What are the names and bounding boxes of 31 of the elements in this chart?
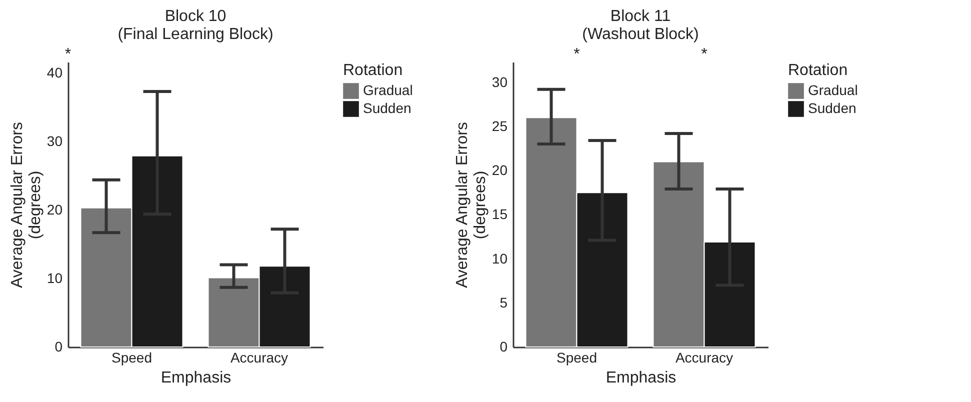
y-tick-label: 0 bbox=[54, 338, 63, 354]
y-tick-label: 15 bbox=[492, 206, 508, 222]
chart-title: Block 10 (Final Learning Block) bbox=[118, 8, 274, 43]
y-tick-label: 5 bbox=[500, 294, 508, 310]
legend-title: Rotation bbox=[343, 62, 403, 79]
chart-title: Block 11 (Washout Block) bbox=[582, 8, 699, 43]
y-axis-title: Average Angular Errors (degrees) bbox=[454, 122, 489, 288]
y-tick-label: 10 bbox=[46, 270, 63, 286]
annotation: * bbox=[64, 46, 72, 63]
legend-label: Gradual bbox=[363, 82, 413, 98]
annotation: * bbox=[701, 46, 708, 63]
annotation: * bbox=[574, 46, 580, 63]
y-tick-label: 10 bbox=[492, 250, 508, 266]
y-tick-label: 20 bbox=[46, 201, 63, 218]
legend-title: Rotation bbox=[788, 62, 848, 79]
x-axis-title: Emphasis bbox=[606, 370, 676, 386]
x-tick-label: Speed bbox=[556, 350, 597, 366]
y-tick-label: 30 bbox=[492, 74, 508, 90]
x-axis-title: Emphasis bbox=[160, 370, 232, 386]
x-tick-label: Accuracy bbox=[675, 350, 734, 366]
x-tick-label: Speed bbox=[112, 350, 152, 366]
x-tick-label: Accuracy bbox=[230, 350, 288, 366]
legend-label: Sudden bbox=[363, 100, 412, 116]
y-tick-label: 30 bbox=[46, 132, 63, 149]
y-tick-label: 40 bbox=[46, 64, 63, 80]
legend-label: Sudden bbox=[808, 100, 856, 116]
y-tick-label: 20 bbox=[492, 162, 508, 178]
y-tick-label: 25 bbox=[492, 118, 508, 134]
legend-label: Gradual bbox=[808, 82, 858, 98]
y-tick-label: 0 bbox=[500, 338, 508, 354]
y-axis-title: Average Angular Errors (degrees) bbox=[8, 122, 44, 288]
